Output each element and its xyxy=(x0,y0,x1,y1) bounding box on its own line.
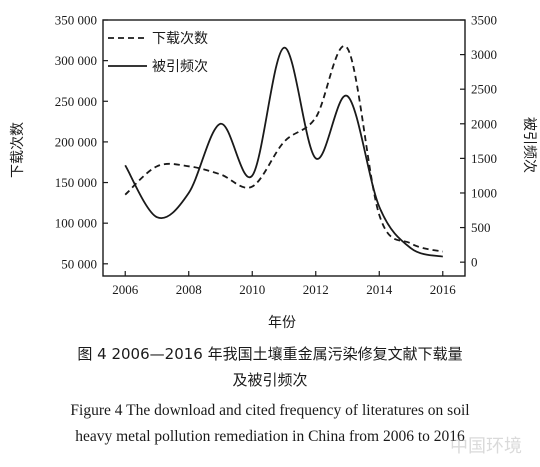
series-line-downloads xyxy=(124,45,444,253)
plot-frame xyxy=(102,19,466,277)
axes xyxy=(102,19,466,277)
right-axis-title: 被引频次 xyxy=(521,117,537,173)
right-tick-label: 2000 xyxy=(471,116,497,131)
left-tick-label: 150 000 xyxy=(55,175,97,190)
x-axis-title: 年份 xyxy=(268,315,296,331)
caption-cn-line2: 及被引频次 xyxy=(232,371,308,389)
caption-en-line2: heavy metal pollution remediation in Chi… xyxy=(75,428,465,445)
left-tick-label: 200 000 xyxy=(55,134,97,149)
x-tick-label: 2010 xyxy=(239,282,265,297)
x-tick-label: 2008 xyxy=(176,282,202,297)
x-axis-ticks: 2006 2008 2010 2012 2014 2016 xyxy=(112,271,456,297)
left-tick-label: 350 000 xyxy=(55,13,97,28)
series-layer xyxy=(124,45,444,258)
left-tick-label: 300 000 xyxy=(55,53,97,68)
caption-cn-line1: 图 4 2006—2016 年我国土壤重金属污染修复文献下载量 xyxy=(77,345,463,363)
watermark-text: 中国环境 xyxy=(450,436,522,457)
right-tick-label: 3500 xyxy=(471,13,497,28)
left-tick-label: 100 000 xyxy=(55,216,97,231)
right-tick-label: 3000 xyxy=(471,47,497,62)
left-axis-title: 下载次数 xyxy=(10,122,26,178)
x-tick-label: 2016 xyxy=(430,282,457,297)
right-tick-label: 2500 xyxy=(471,82,497,97)
right-tick-label: 500 xyxy=(471,220,491,235)
caption-en-line1: Figure 4 The download and cited frequenc… xyxy=(70,402,470,419)
series-line-citations xyxy=(124,46,444,258)
chart: 50 000 100 000 150 000 200 000 250 000 300 00… xyxy=(10,13,537,332)
legend-label-citations: 被引频次 xyxy=(152,59,208,75)
left-tick-label: 250 000 xyxy=(55,94,97,109)
x-tick-label: 2012 xyxy=(303,282,329,297)
x-tick-label: 2006 xyxy=(112,282,139,297)
right-tick-label: 1500 xyxy=(471,151,497,166)
left-axis-ticks: 50 000 100 000 150 000 200 000 250 000 300 00… xyxy=(55,13,108,271)
legend: 下载次数 被引频次 xyxy=(108,31,208,75)
left-tick-label: 50 000 xyxy=(61,256,97,271)
x-tick-label: 2014 xyxy=(366,282,393,297)
right-tick-label: 0 xyxy=(471,255,478,270)
legend-label-downloads: 下载次数 xyxy=(152,31,208,47)
right-axis-ticks: 0 500 1000 1500 2000 2500 3000 3500 xyxy=(460,13,497,270)
right-tick-label: 1000 xyxy=(471,185,497,200)
